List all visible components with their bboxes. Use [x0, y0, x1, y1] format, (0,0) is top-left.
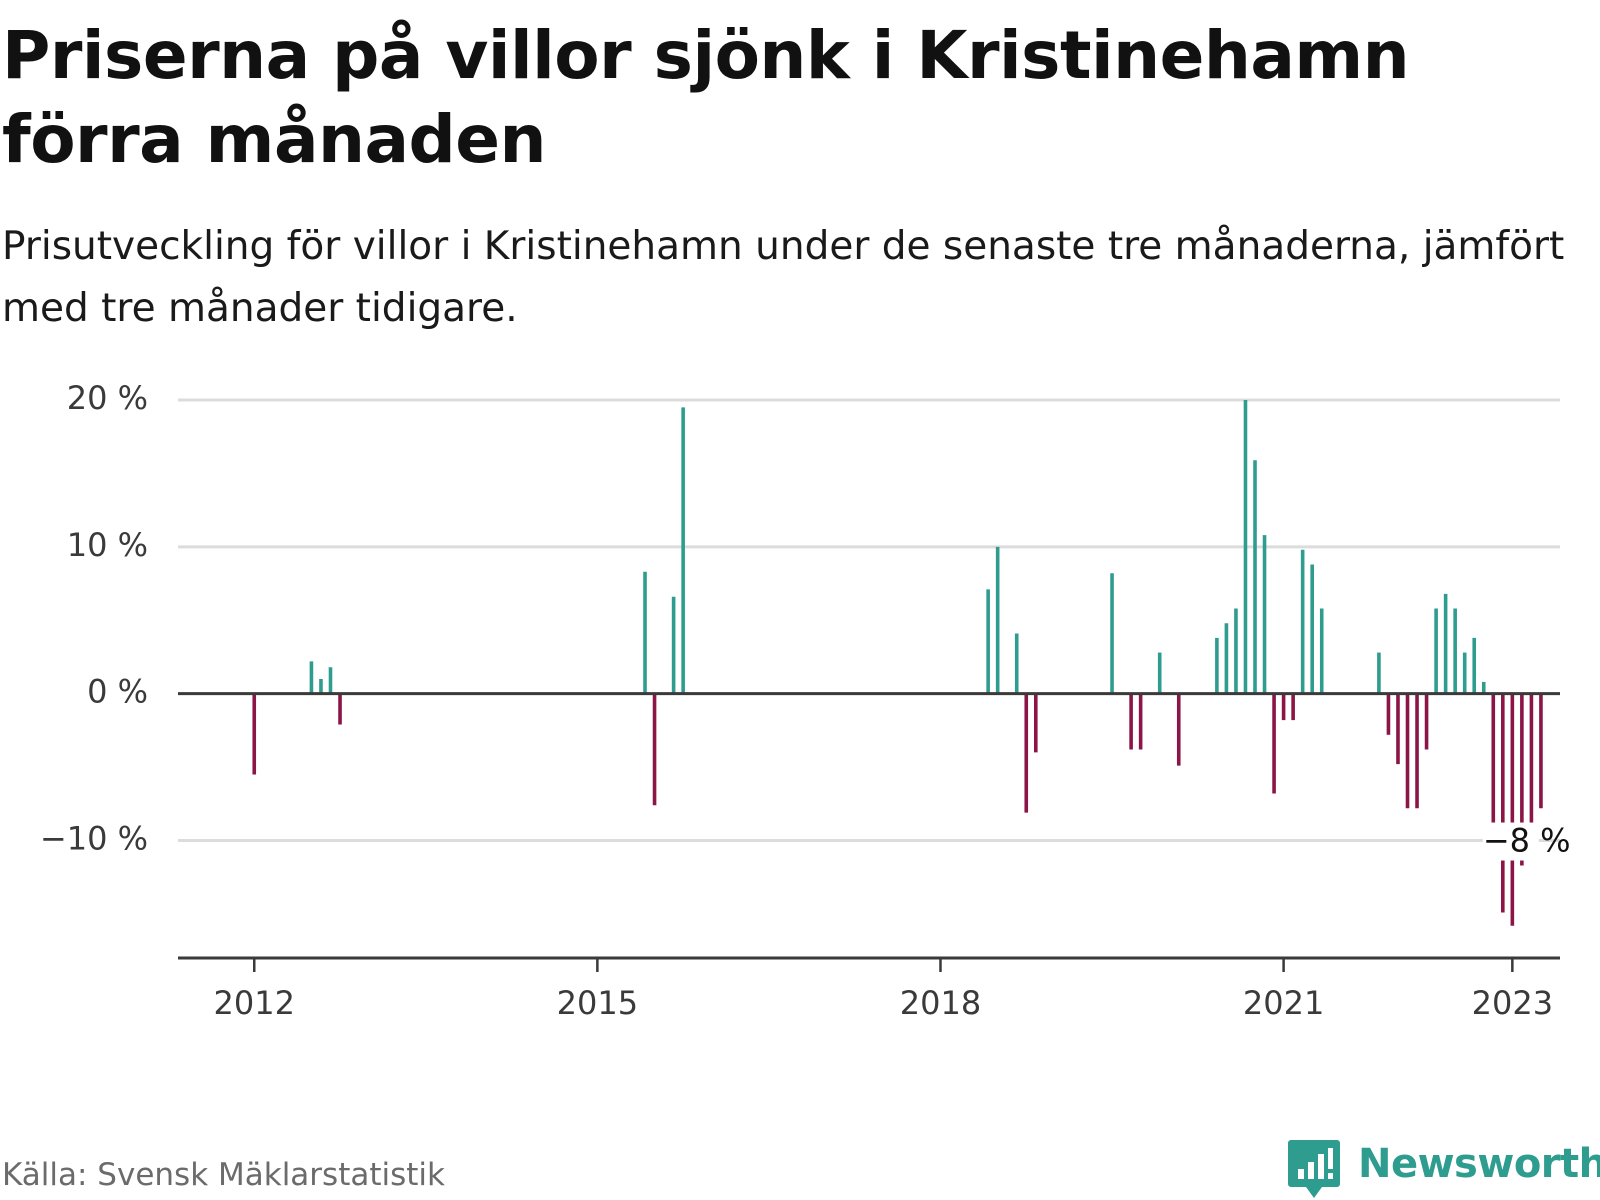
y-tick-label: 0 % [87, 673, 148, 711]
annotation-background [1482, 822, 1539, 861]
logo-bar-1 [1298, 1169, 1304, 1179]
newsworthy-logo-icon [1288, 1140, 1340, 1198]
annotation-label: −8 % [1483, 822, 1571, 860]
chart-title: Priserna på villor sjönk i Kristinehamn … [2, 17, 1410, 178]
y-tick-label: 20 % [67, 380, 148, 417]
x-tick-label: 2012 [214, 984, 295, 1022]
logo-exclamation-dot [1328, 1173, 1333, 1179]
newsworthy-logo: Newsworthy [1288, 1138, 1600, 1200]
x-tick-label: 2015 [557, 984, 638, 1022]
source-note: Källa: Svensk Mäklarstatistik [2, 1157, 445, 1193]
brand-name: Newsworthy [1358, 1141, 1600, 1187]
chart-subtitle: Prisutveckling för villor i Kristinehamn… [2, 224, 1565, 331]
x-tick-label: 2021 [1243, 984, 1324, 1022]
x-tick-label: 2023 [1472, 984, 1553, 1022]
logo-exclamation-bar [1328, 1148, 1333, 1169]
y-tick-label: −10 % [40, 820, 148, 858]
logo-bar-2 [1308, 1162, 1314, 1179]
y-tick-label: 10 % [67, 526, 148, 564]
bar-chart: 20 % 10 % 0 % −10 % 2012 2015 2018 2021 2023 −8 % [40, 380, 1571, 1022]
x-tick-label: 2018 [900, 984, 981, 1022]
logo-bar-3 [1318, 1154, 1324, 1179]
